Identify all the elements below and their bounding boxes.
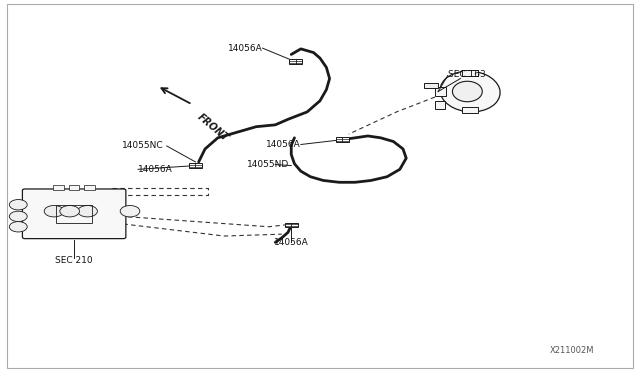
- FancyBboxPatch shape: [435, 101, 445, 109]
- FancyBboxPatch shape: [53, 185, 64, 190]
- Text: 14056A: 14056A: [228, 44, 262, 52]
- Text: 14056A: 14056A: [274, 238, 308, 247]
- Circle shape: [10, 199, 27, 210]
- FancyBboxPatch shape: [462, 107, 478, 113]
- FancyBboxPatch shape: [424, 83, 438, 88]
- FancyBboxPatch shape: [22, 189, 126, 238]
- Text: 14056A: 14056A: [266, 140, 301, 149]
- Circle shape: [10, 222, 27, 232]
- Text: 14055ND: 14055ND: [246, 160, 289, 169]
- FancyBboxPatch shape: [336, 137, 349, 142]
- Text: SEC 163: SEC 163: [448, 70, 486, 79]
- Circle shape: [60, 205, 79, 217]
- Ellipse shape: [440, 71, 500, 112]
- FancyBboxPatch shape: [68, 185, 79, 190]
- Circle shape: [120, 205, 140, 217]
- Circle shape: [44, 205, 64, 217]
- FancyBboxPatch shape: [84, 185, 95, 190]
- FancyBboxPatch shape: [435, 87, 445, 96]
- Ellipse shape: [452, 81, 483, 102]
- Text: 14056A: 14056A: [138, 165, 173, 174]
- Text: FRONT: FRONT: [195, 112, 230, 143]
- FancyBboxPatch shape: [285, 222, 298, 227]
- Circle shape: [10, 211, 27, 222]
- Circle shape: [77, 205, 97, 217]
- FancyBboxPatch shape: [189, 163, 202, 168]
- Text: SEC 210: SEC 210: [55, 256, 93, 264]
- Text: X211002M: X211002M: [550, 346, 595, 355]
- FancyBboxPatch shape: [462, 70, 478, 76]
- FancyBboxPatch shape: [289, 60, 302, 64]
- Text: 14055NC: 14055NC: [122, 141, 164, 151]
